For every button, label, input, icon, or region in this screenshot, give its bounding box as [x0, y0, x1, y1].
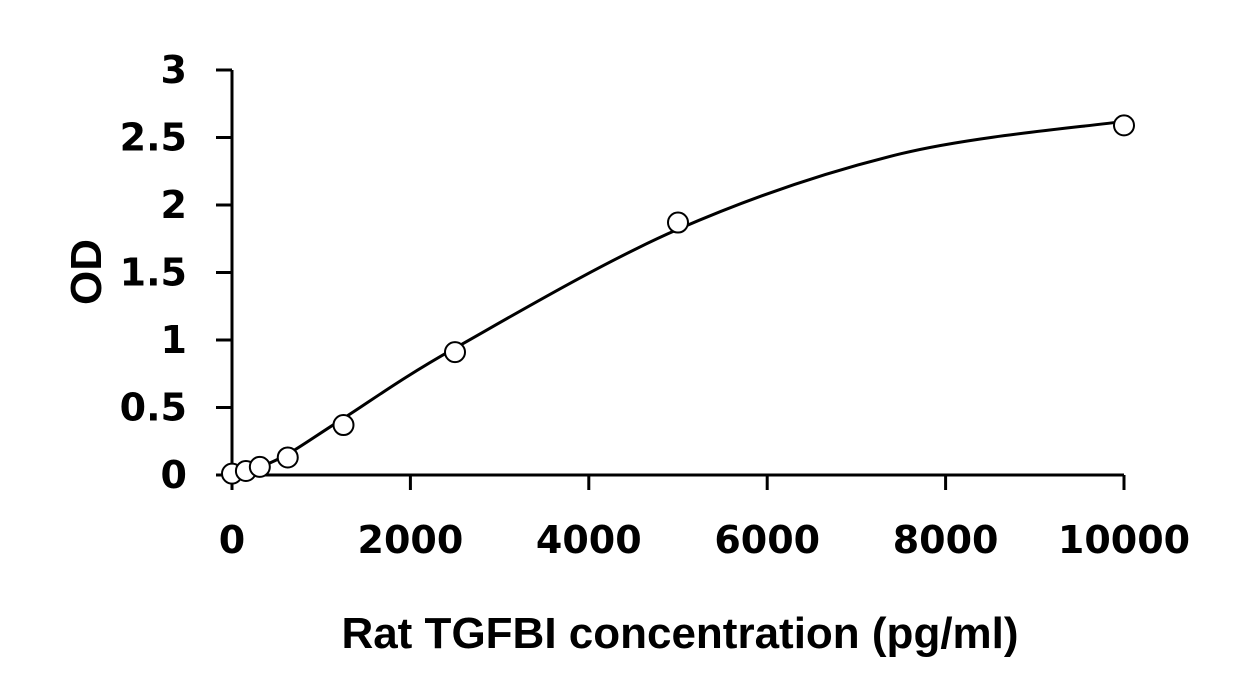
x-axis-title: Rat TGFBI concentration (pg/ml): [341, 609, 1018, 658]
y-tick-label: 3: [161, 48, 187, 92]
data-point: [1113, 114, 1135, 137]
y-tick-label: 0: [161, 453, 187, 497]
y-tick-label: 2: [161, 183, 187, 227]
data-point: [667, 211, 689, 234]
x-tick-label: 4000: [536, 518, 642, 562]
x-tick-label: 10000: [1058, 518, 1190, 562]
x-tick-label: 8000: [893, 518, 999, 562]
x-tick-label: 6000: [714, 518, 820, 562]
x-tick-label: 0: [219, 518, 245, 562]
y-tick-label: 1.5: [120, 251, 187, 295]
y-axis: 0 0.5 1 1.5 2 2.5 3: [120, 48, 234, 497]
data-point: [332, 414, 355, 437]
fit-curve: [253, 119, 1125, 471]
y-tick-label: 1: [161, 318, 187, 362]
y-axis-title: OD: [62, 239, 111, 305]
data-point: [276, 446, 299, 469]
data-point: [248, 455, 271, 478]
data-points: [221, 114, 1135, 485]
y-tick-label: 2.5: [120, 116, 187, 160]
x-axis: 0 2000 4000 6000 8000 10000: [216, 473, 1190, 562]
y-tick-label: 0.5: [120, 386, 187, 430]
data-point: [444, 341, 466, 364]
x-tick-label: 2000: [358, 518, 464, 562]
